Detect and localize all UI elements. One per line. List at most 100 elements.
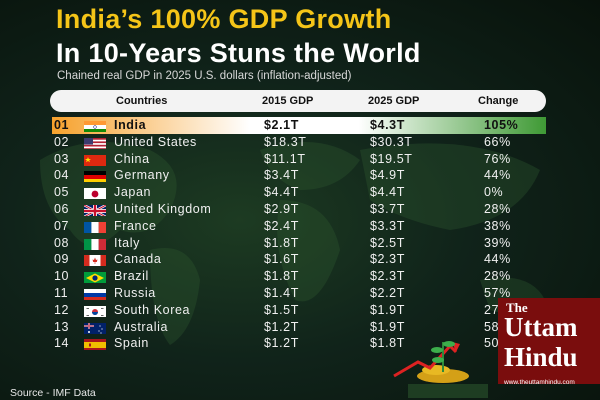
country-name: China xyxy=(114,151,150,166)
country-name: Australia xyxy=(114,319,169,334)
country-name: India xyxy=(114,118,147,132)
japan-flag-icon xyxy=(84,187,106,200)
rank-number: 05 xyxy=(54,185,70,200)
title-line-2: In 10-Years Stuns the World xyxy=(56,38,421,68)
gdp-2015-value: $4.4T xyxy=(264,185,299,200)
gdp-2015-value: $2.1T xyxy=(264,118,299,132)
table-row: 08 Italy $1.8T $2.5T 39% xyxy=(52,235,546,252)
canada-flag-icon xyxy=(84,254,106,267)
the-uttam-hindu-logo: The Uttam Hindu xyxy=(498,298,600,384)
gdp-2025-value: $2.3T xyxy=(370,269,405,284)
change-value: 44% xyxy=(484,168,511,183)
brazil-flag-icon xyxy=(84,271,106,284)
rank-number: 02 xyxy=(54,134,70,149)
table-row: 06 United Kingdom $2.9T $3.7T 28% xyxy=(52,201,546,218)
logo-text-the: The xyxy=(506,300,528,315)
gdp-2025-value: $30.3T xyxy=(370,134,413,149)
change-value: 28% xyxy=(484,202,511,216)
table-row: 10 Brazil $1.8T $2.3T 28% xyxy=(52,268,546,285)
gdp-2015-value: $1.2T xyxy=(264,336,299,351)
change-value: 28% xyxy=(484,269,511,284)
header-gdp-2025: 2025 GDP xyxy=(368,95,420,107)
gdp-2015-value: $1.5T xyxy=(264,302,299,317)
country-name: Canada xyxy=(114,252,162,267)
header-change: Change xyxy=(478,95,519,107)
gdp-2015-value: $1.2T xyxy=(264,319,299,334)
country-name: Russia xyxy=(114,286,156,300)
gdp-2015-value: $2.9T xyxy=(264,202,299,216)
logo-url: www.theuttamhindu.com xyxy=(504,379,575,386)
rank-number: 08 xyxy=(54,235,70,250)
gdp-2015-value: $11.1T xyxy=(264,151,306,166)
gdp-2015-value: $1.4T xyxy=(264,286,299,300)
country-name: Brazil xyxy=(114,269,149,284)
country-name: United States xyxy=(114,134,197,149)
title-line-1: India’s 100% GDP Growth xyxy=(56,4,392,34)
rank-number: 10 xyxy=(54,269,70,284)
world-map-background xyxy=(40,142,545,345)
table-row: 05 Japan $4.4T $4.4T 0% xyxy=(52,184,546,201)
france-flag-icon xyxy=(84,221,106,233)
table-row: 11 Russia $1.4T $2.2T 57% xyxy=(52,285,546,302)
rank-number: 13 xyxy=(54,319,70,334)
change-value: 38% xyxy=(484,218,511,233)
country-name: South Korea xyxy=(114,302,191,317)
table-row: 01 India $2.1T $4.3T 105% xyxy=(52,117,546,134)
gdp-2025-value: $19.5T xyxy=(370,151,413,166)
logo-text-hindu: Hindu xyxy=(504,342,578,372)
change-value: 57% xyxy=(484,286,511,300)
change-value: 44% xyxy=(484,252,511,267)
gdp-2015-value: $3.4T xyxy=(264,168,299,183)
change-value: 66% xyxy=(484,134,511,149)
south-korea-flag-icon xyxy=(84,305,106,317)
table-row: 09 Canada $1.6T $2.3T 44% xyxy=(52,251,546,268)
subtitle: Chained real GDP in 2025 U.S. dollars (i… xyxy=(57,70,352,82)
gdp-2015-value: $1.8T xyxy=(264,235,299,250)
gdp-2015-value: $18.3T xyxy=(264,134,307,149)
rank-number: 03 xyxy=(54,151,70,166)
gdp-2015-value: $1.8T xyxy=(264,269,299,284)
growth-plant-illustration xyxy=(393,341,488,398)
table-row: 07 France $2.4T $3.3T 38% xyxy=(52,218,546,235)
header-gdp-2015: 2015 GDP xyxy=(262,95,314,107)
source-note: Source - IMF Data xyxy=(10,387,96,399)
header-countries: Countries xyxy=(116,95,168,107)
australia-flag-icon xyxy=(84,322,106,334)
gdp-2025-value: $2.2T xyxy=(370,286,405,300)
italy-flag-icon xyxy=(84,238,106,250)
rank-number: 14 xyxy=(54,336,70,351)
rank-number: 09 xyxy=(54,252,70,267)
gdp-2025-value: $2.3T xyxy=(370,252,405,267)
change-value: 76% xyxy=(484,151,511,166)
country-name: Japan xyxy=(114,185,152,200)
country-name: France xyxy=(114,218,157,233)
uk-flag-icon xyxy=(84,204,106,216)
gdp-2015-value: $1.6T xyxy=(264,252,299,267)
gdp-2025-value: $2.5T xyxy=(370,235,405,250)
gdp-2025-value: $1.9T xyxy=(370,319,405,334)
change-value: 39% xyxy=(484,235,511,250)
germany-flag-icon xyxy=(84,170,106,183)
gdp-2015-value: $2.4T xyxy=(264,218,299,233)
country-name: United Kingdom xyxy=(114,202,212,216)
rank-number: 07 xyxy=(54,218,70,233)
gdp-2025-value: $3.7T xyxy=(370,202,405,216)
table-row: 02 United States $18.3T $30.3T 66% xyxy=(52,134,546,151)
rank-number: 12 xyxy=(54,302,70,317)
rank-number: 04 xyxy=(54,168,70,183)
country-name: Italy xyxy=(114,235,140,250)
logo-text-uttam: Uttam xyxy=(504,312,578,342)
country-name: Spain xyxy=(114,336,149,351)
rank-number: 06 xyxy=(54,202,70,216)
rank-number: 01 xyxy=(54,118,70,132)
gdp-2025-value: $4.4T xyxy=(370,185,405,200)
usa-flag-icon xyxy=(84,137,106,149)
rank-number: 11 xyxy=(54,286,69,300)
india-flag-icon xyxy=(84,120,106,132)
china-flag-icon xyxy=(84,154,106,166)
table-row: 04 Germany $3.4T $4.9T 44% xyxy=(52,167,546,184)
gdp-2025-value: $3.3T xyxy=(370,218,405,233)
